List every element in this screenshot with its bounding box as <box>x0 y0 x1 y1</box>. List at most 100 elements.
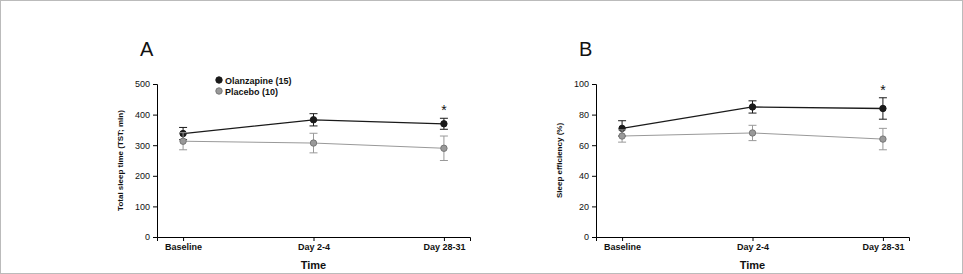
series <box>618 98 887 136</box>
tick-mark <box>622 237 623 241</box>
y-tick: 0 <box>584 232 596 242</box>
x-tick: Day 28-31 <box>862 237 904 252</box>
error-bar-cap <box>879 128 887 129</box>
tick-mark <box>592 84 596 85</box>
error-bar-cap <box>179 127 187 128</box>
axis-line <box>597 238 910 242</box>
legend-marker <box>216 88 222 94</box>
panel-title: B <box>579 38 592 60</box>
tick-label: Day 2-4 <box>737 242 769 252</box>
x-tick: Baseline <box>604 237 641 252</box>
legend-label: Olanzapine (15) <box>225 76 292 86</box>
y-tick: 40 <box>579 171 596 181</box>
error-bar <box>618 130 626 142</box>
x-axis: Baseline Day 2-4 Day 28-31 <box>158 237 471 252</box>
tick-label: 100 <box>574 79 589 89</box>
error-bar <box>749 125 757 140</box>
error-bar-cap <box>440 129 448 130</box>
tick-mark <box>592 237 596 238</box>
axis-line <box>158 238 471 242</box>
x-tick: Baseline <box>165 237 202 252</box>
y-tick: 400 <box>135 110 157 120</box>
error-bar-cap <box>749 140 757 141</box>
tick-mark <box>592 176 596 177</box>
error-bar <box>310 133 318 153</box>
error-bar <box>440 136 448 160</box>
x-axis-title: Time <box>301 259 326 271</box>
tick-label: 0 <box>584 232 589 242</box>
error-bar-cap <box>310 152 318 153</box>
x-tick: Day 2-4 <box>737 237 769 252</box>
tick-mark <box>592 145 596 146</box>
y-tick: 0 <box>145 232 157 242</box>
y-tick: 100 <box>135 202 157 212</box>
tick-label: Day 28-31 <box>423 242 465 252</box>
tick-mark <box>592 206 596 207</box>
error-bar <box>179 133 187 150</box>
tick-label: 500 <box>135 79 150 89</box>
series <box>618 125 887 149</box>
x-tick: Day 28-31 <box>423 237 465 252</box>
tick-label: Day 2-4 <box>298 242 330 252</box>
marker <box>619 133 625 139</box>
error-bar-cap <box>179 132 187 133</box>
error-bar-cap <box>179 149 187 150</box>
marker <box>310 117 316 123</box>
error-bar <box>749 101 757 113</box>
annotation: * <box>441 102 447 118</box>
tick-mark <box>153 237 157 238</box>
x-axis: Baseline Day 2-4 Day 28-31 <box>597 237 910 252</box>
tick-mark <box>153 206 157 207</box>
legend: Olanzapine (15)Placebo (10) <box>216 76 292 97</box>
error-bar-cap <box>310 113 318 114</box>
error-bar-cap <box>749 113 757 114</box>
error-bar-cap <box>749 100 757 101</box>
tick-label: 100 <box>135 202 150 212</box>
legend-label: Placebo (10) <box>225 87 278 97</box>
tick-mark <box>444 237 445 241</box>
tick-label: Baseline <box>604 242 641 252</box>
tick-mark <box>153 84 157 85</box>
marker <box>749 130 755 136</box>
error-bar-cap <box>440 160 448 161</box>
tick-mark <box>153 145 157 146</box>
error-bar-cap <box>310 125 318 126</box>
marker <box>441 145 447 151</box>
y-axis: 020406080100 <box>574 79 597 242</box>
error-bar-cap <box>618 129 626 130</box>
y-tick: 100 <box>574 79 596 89</box>
y-tick: 500 <box>135 79 157 89</box>
tick-label: 60 <box>579 141 589 151</box>
axis-line <box>153 85 158 238</box>
x-axis-title: Time <box>740 259 765 271</box>
marker <box>310 140 316 146</box>
figure-frame <box>1 1 963 274</box>
error-bar-cap <box>879 149 887 150</box>
y-tick: 200 <box>135 171 157 181</box>
tick-mark <box>183 237 184 241</box>
x-tick: Day 2-4 <box>298 237 330 252</box>
y-axis-title: Total sleep time (TST; min) <box>116 110 125 211</box>
panel: B020406080100BaselineDay 2-4Day 28-31Tim… <box>555 38 910 271</box>
tick-label: Day 28-31 <box>862 242 904 252</box>
tick-mark <box>153 115 157 116</box>
plot-area <box>179 114 448 161</box>
error-bar <box>310 114 318 126</box>
tick-label: 0 <box>145 232 150 242</box>
marker <box>180 138 186 144</box>
y-tick: 20 <box>579 202 596 212</box>
tick-label: 200 <box>135 171 150 181</box>
tick-mark <box>592 115 596 116</box>
series <box>179 133 448 161</box>
error-bar-cap <box>618 142 626 143</box>
marker <box>880 105 886 111</box>
annotation: * <box>880 82 886 98</box>
tick-label: Baseline <box>165 242 202 252</box>
y-axis: 0 100 200 300 400 500 <box>135 79 158 242</box>
y-tick: 60 <box>579 141 596 151</box>
error-bar-cap <box>310 133 318 134</box>
y-tick: 300 <box>135 141 157 151</box>
error-bar-cap <box>749 125 757 126</box>
error-bar <box>879 128 887 149</box>
tick-mark <box>153 176 157 177</box>
